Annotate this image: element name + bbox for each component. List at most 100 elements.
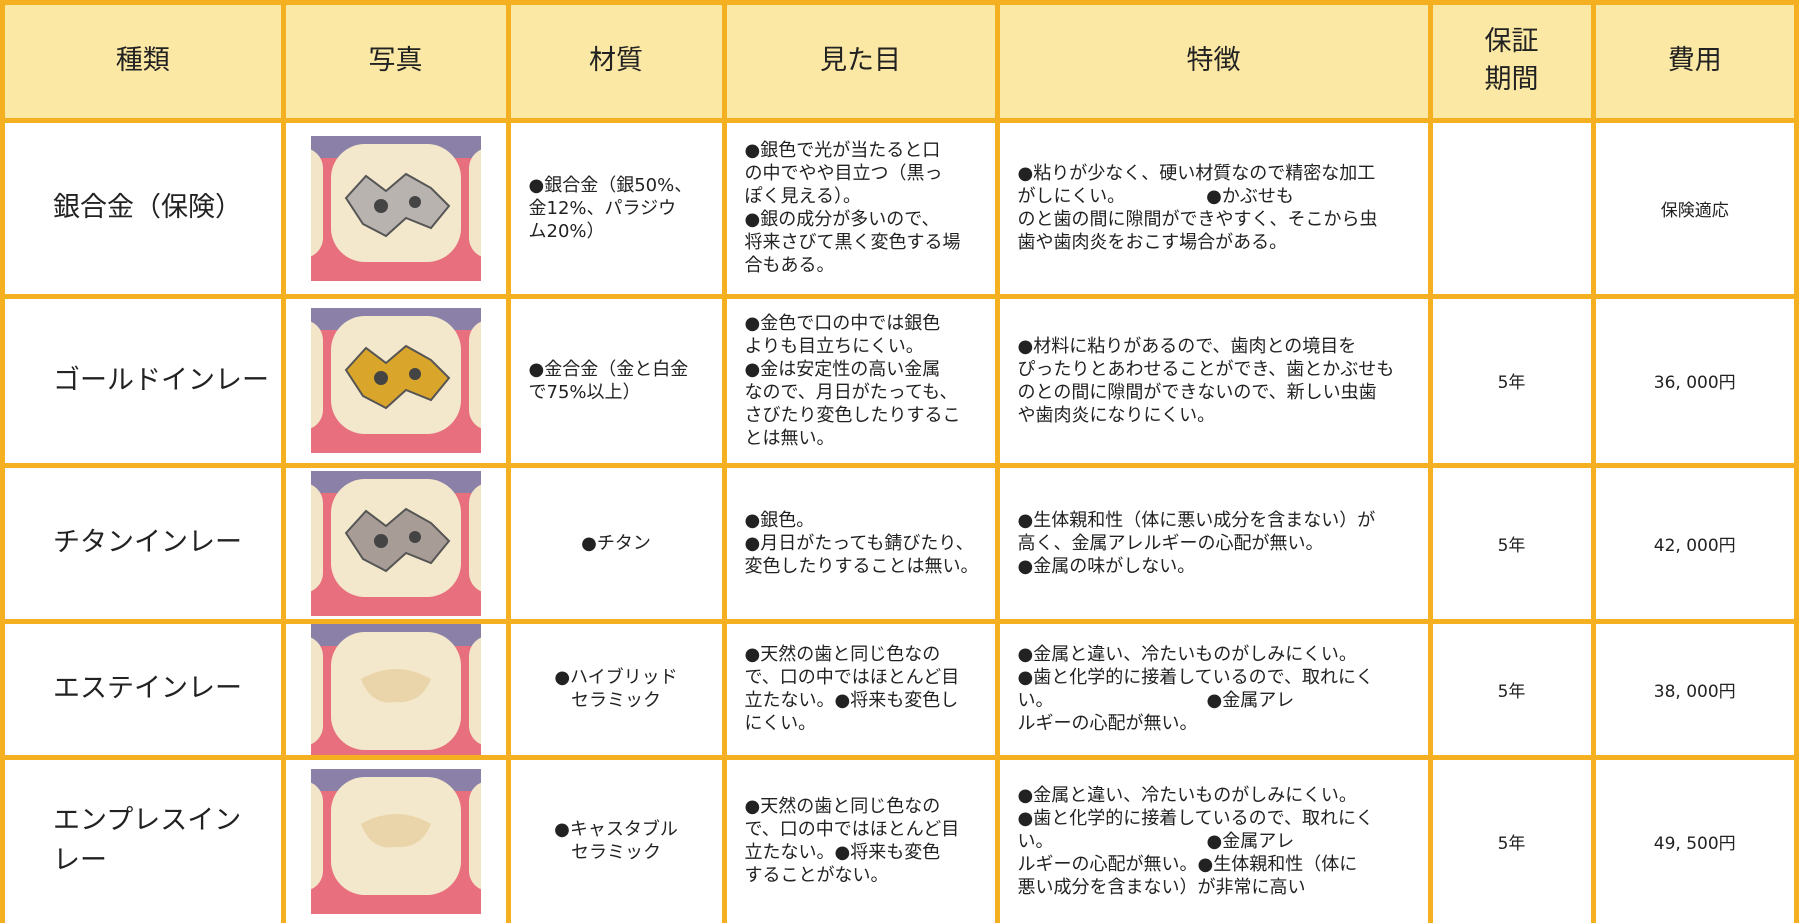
cost-cell: 42, 000円 xyxy=(1595,467,1794,619)
appearance-cell: ●銀色で光が当たると口 の中でやや目立つ（黒っ ぽく見える）。 ●銀の成分が多いので、… xyxy=(726,122,995,294)
cost-text: 36, 000円 xyxy=(1653,373,1736,393)
features-text: 悪い成分を含まない）が非常に高い xyxy=(1017,876,1306,898)
features-text: ルギーの心配が無い。 xyxy=(1017,713,1198,734)
features-text: ●歯と化学的に接着しているので、取れにく xyxy=(1017,807,1374,829)
tooth-photo xyxy=(310,308,481,453)
tooth-photo xyxy=(310,135,481,281)
features-cell: ●材料に粘りがあるので、歯肉との境目を ぴったりとあわせることができ、歯とかぶせも… xyxy=(999,298,1428,463)
features-cell: ●粘りが少なく、硬い材質なので精密な加工 がしにくい。 ●かぶせも のと歯の間に隙間… xyxy=(999,122,1428,294)
cost-cell: 保険適応 xyxy=(1595,122,1794,294)
material-text: ム20%） xyxy=(528,220,605,242)
features-text: ●生体親和性（体に悪い成分を含まない）が xyxy=(1017,509,1376,531)
cost-text: 38, 000円 xyxy=(1653,681,1736,702)
material-cell: ●銀合金（銀50%、 金12%、パラジウ ム20%） xyxy=(510,122,722,294)
appearance-text: ●天然の歯と同じ色なの xyxy=(744,796,941,818)
warranty-cell: 5年 xyxy=(1432,467,1591,619)
warranty-text: 5年 xyxy=(1497,535,1526,556)
material-text: ●チタン xyxy=(581,532,651,554)
features-cell: ●生体親和性（体に悪い成分を含まない）が 高く、金属アレルギーの心配が無い。 ●金属… xyxy=(999,467,1428,619)
material-text: で75%以上） xyxy=(528,381,641,403)
features-text: のとの間に隙間ができないので、新しい虫歯 xyxy=(1017,381,1377,403)
tooth-photo xyxy=(310,470,481,616)
material-text: ●ハイブリッド xyxy=(554,667,678,688)
appearance-text: ●銀色。 xyxy=(744,509,815,531)
appearance-text: ●銀色で光が当たると口 xyxy=(744,140,941,161)
cost-text: 保険適応 xyxy=(1660,200,1729,221)
appearance-text: ●天然の歯と同じ色なの xyxy=(744,644,941,665)
header-text: 費用 xyxy=(1667,45,1722,77)
appearance-cell: ●天然の歯と同じ色なの で、口の中ではほとんど目 立たない。●将来も変色 することがな… xyxy=(726,759,995,923)
features-text: ●歯と化学的に接着しているので、取れにく xyxy=(1017,667,1374,688)
type-text: エステインレー xyxy=(53,673,242,704)
material-text: セラミック xyxy=(571,842,661,864)
appearance-text: ●銀の成分が多いので、 xyxy=(744,209,940,230)
photo-cell xyxy=(285,298,506,463)
type-cell: 銀合金（保険） xyxy=(5,122,281,294)
header-cell: 種類 xyxy=(5,5,281,118)
photo-cell xyxy=(285,623,506,755)
features-text: い。 ●金属アレ xyxy=(1017,690,1295,711)
header-text: 種類 xyxy=(115,45,170,77)
material-cell: ●金合金（金と白金 で75%以上） xyxy=(510,298,722,463)
header-cell: 保証 期間 xyxy=(1432,5,1591,118)
appearance-text: ●金色で口の中では銀色 xyxy=(744,312,941,334)
cost-text: 42, 000円 xyxy=(1653,535,1736,556)
header-text: 保証 xyxy=(1484,26,1539,58)
type-cell: エステインレー xyxy=(5,623,281,755)
features-cell: ●金属と違い、冷たいものがしみにくい。 ●歯と化学的に接着しているので、取れにくい… xyxy=(999,623,1428,755)
warranty-cell: 5年 xyxy=(1432,623,1591,755)
warranty-text: 5年 xyxy=(1497,681,1526,702)
warranty-cell: 5年 xyxy=(1432,759,1591,923)
appearance-text: なので、月日がたっても、 xyxy=(744,381,958,403)
appearance-cell: ●銀色。 ●月日がたっても錆びたり、 変色したりすることは無い。 xyxy=(726,467,995,619)
header-cell: 見た目 xyxy=(726,5,995,118)
type-text: レー xyxy=(53,845,107,877)
type-cell: ゴールドインレー xyxy=(5,298,281,463)
features-text: い。 ●金属アレ xyxy=(1017,830,1295,852)
features-text: 高く、金属アレルギーの心配が無い。 xyxy=(1017,532,1324,554)
header-cell: 材質 xyxy=(510,5,722,118)
cost-cell: 38, 000円 xyxy=(1595,623,1794,755)
type-cell: エンプレスイン レー xyxy=(5,759,281,923)
header-cell: 写真 xyxy=(285,5,506,118)
appearance-text: 立たない。●将来も変色し xyxy=(744,690,959,711)
appearance-text: ぽく見える）。 xyxy=(744,186,861,207)
type-cell: チタンインレー xyxy=(5,467,281,619)
photo-cell xyxy=(285,122,506,294)
type-text: チタンインレー xyxy=(53,527,242,558)
features-text: ●金属と違い、冷たいものがしみにくい。 xyxy=(1017,784,1357,806)
material-text: ●金合金（金と白金 xyxy=(528,358,689,380)
material-text: ●キャスタブル xyxy=(554,819,678,841)
features-text: のと歯の間に隙間ができやすく、そこから虫 xyxy=(1017,209,1378,230)
appearance-text: 立たない。●将来も変色 xyxy=(744,842,941,864)
header-cell: 特徴 xyxy=(999,5,1428,118)
material-text: ●銀合金（銀50%、 xyxy=(528,174,693,196)
tooth-photo xyxy=(310,623,481,755)
appearance-text: することがない。 xyxy=(744,865,889,887)
features-cell: ●金属と違い、冷たいものがしみにくい。 ●歯と化学的に接着しているので、取れにくい… xyxy=(999,759,1428,923)
appearance-text: ●月日がたっても錆びたり、 xyxy=(744,532,974,554)
appearance-text: とは無い。 xyxy=(744,427,835,449)
header-text: 期間 xyxy=(1484,64,1539,96)
features-text: や歯肉炎になりにくい。 xyxy=(1017,404,1216,426)
appearance-cell: ●金色で口の中では銀色 よりも目立ちにくい。 ●金は安定性の高い金属 なので、月日がた… xyxy=(726,298,995,463)
photo-cell xyxy=(285,759,506,923)
material-cell: ●キャスタブル セラミック xyxy=(510,759,722,923)
tooth-photo xyxy=(310,768,481,914)
material-cell: ●ハイブリッド セラミック xyxy=(510,623,722,755)
appearance-text: にくい。 xyxy=(744,713,817,734)
features-text: がしにくい。 ●かぶせも xyxy=(1017,186,1294,207)
appearance-text: の中でやや目立つ（黒っ xyxy=(744,163,943,184)
features-text: ●粘りが少なく、硬い材質なので精密な加工 xyxy=(1017,163,1376,184)
header-cell: 費用 xyxy=(1595,5,1794,118)
warranty-text: 5年 xyxy=(1497,833,1526,854)
features-text: 歯や歯肉炎をおこす場合がある。 xyxy=(1017,232,1288,253)
warranty-text: 5年 xyxy=(1497,373,1526,393)
appearance-text: で、口の中ではほとんど目 xyxy=(744,667,960,688)
type-text: 銀合金（保険） xyxy=(53,192,242,223)
appearance-text: さびたり変色したりするこ xyxy=(744,404,961,426)
appearance-text: よりも目立ちにくい。 xyxy=(744,335,924,357)
cost-text: 49, 500円 xyxy=(1653,833,1736,854)
appearance-text: 合もある。 xyxy=(744,255,835,276)
